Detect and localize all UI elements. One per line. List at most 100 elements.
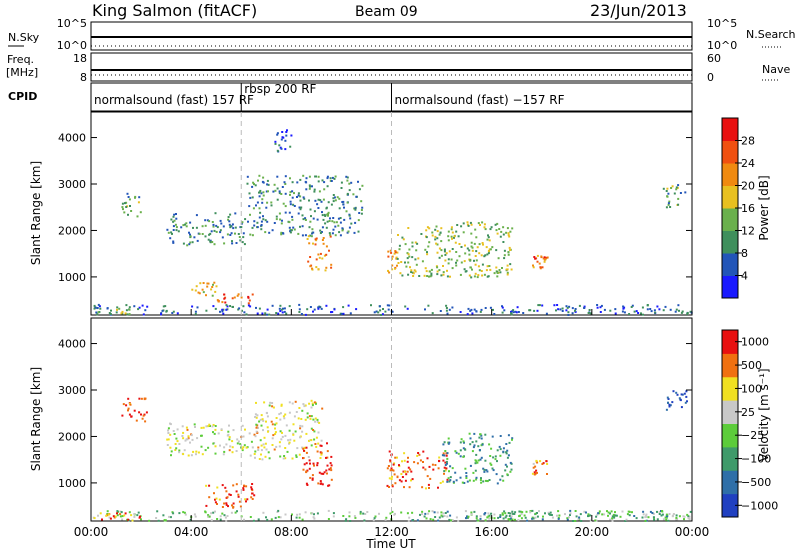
data-cell [141,304,144,307]
cpid-mode-label: normalsound (fast) −157 RF [395,93,565,107]
data-cell [208,423,211,426]
data-cell [228,223,231,226]
data-cell [340,187,343,189]
data-cell [609,518,612,521]
data-cell [311,474,314,477]
data-cell [402,238,405,241]
data-cell [314,199,317,202]
data-cell [271,229,274,232]
data-cell [155,517,158,519]
data-cell [208,233,211,236]
data-cell [200,445,203,448]
data-cell [257,518,260,521]
data-cell [360,212,363,215]
data-cell [688,518,691,521]
data-cell [261,201,264,204]
data-cell [320,451,323,454]
data-cell [477,459,480,462]
data-cell [423,515,426,518]
data-cell [471,450,474,453]
data-cell [631,304,634,307]
data-cell [289,231,292,234]
data-cell [579,513,582,516]
data-cell [458,255,461,258]
data-cell [619,515,622,518]
data-cell [264,442,267,445]
data-cell [603,513,606,516]
data-cell [340,312,343,315]
colorbar-swatch [722,493,738,518]
data-cell [280,308,283,311]
data-cell [253,183,255,186]
colorbar-tick-label: 28 [741,135,755,148]
data-cell [320,444,323,447]
data-cell [319,229,322,232]
data-cell [400,511,403,514]
data-cell [662,518,665,521]
data-cell [288,441,291,444]
data-cell [320,482,323,485]
data-cell [343,206,345,209]
data-cell [196,239,199,242]
data-cell [188,243,191,246]
data-cell [353,515,356,518]
data-cell [232,502,235,505]
data-cell [271,304,274,307]
data-cell [410,479,412,482]
data-cell [171,232,173,235]
data-cell [282,457,285,460]
data-cell [401,460,403,463]
data-cell [414,258,417,261]
data-cell [499,448,502,451]
data-cell [359,512,362,515]
x-tick-label: 08:00 [274,525,309,539]
data-cell [684,191,687,194]
data-cell [435,265,438,268]
data-cell [291,196,294,199]
data-cell [361,184,364,187]
data-cell [349,312,352,315]
data-cell [517,519,520,522]
data-cell [317,431,320,434]
data-cell [276,149,279,152]
data-cell [346,231,349,234]
data-cell [540,255,543,258]
data-cell [589,514,592,517]
data-cell [289,193,291,196]
data-cell [301,409,304,412]
data-cell [526,519,529,522]
data-cell [465,517,467,520]
data-cell [487,236,490,239]
x-tick-label: 00:00 [675,525,710,539]
data-cell [396,476,399,479]
data-cell [187,437,190,440]
data-cell [536,254,539,257]
data-cell [567,311,570,314]
data-cell [342,312,345,315]
data-cell [407,466,410,469]
data-cell [541,463,544,465]
data-cell [374,515,377,518]
data-cell [424,267,427,270]
data-cell [172,229,175,231]
data-cell [213,281,216,284]
data-cell [475,478,478,481]
data-cell [178,449,181,452]
data-cell [405,473,408,476]
data-cell [133,305,136,308]
data-cell [479,517,482,520]
data-cell [299,199,302,202]
data-cell [223,293,226,296]
data-cell [276,187,279,190]
data-cell [194,312,197,315]
data-cell [536,515,539,518]
data-cell [486,470,489,473]
data-cell [480,254,483,257]
data-cell [310,427,313,430]
data-cell [260,444,263,447]
data-cell [191,241,194,244]
data-cell [156,510,159,513]
data-cell [243,311,246,314]
data-cell [237,233,240,235]
data-cell [683,515,686,518]
